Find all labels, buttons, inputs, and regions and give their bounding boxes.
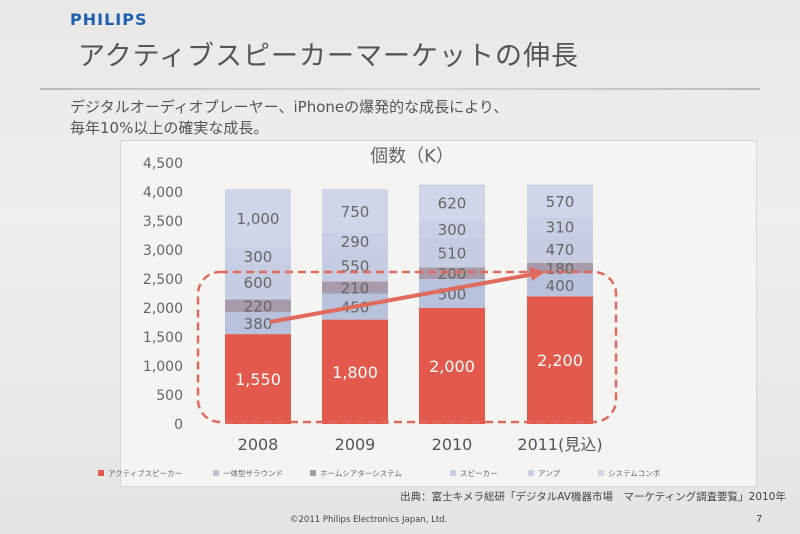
- bar-segment: [419, 220, 485, 238]
- data-label: 400: [546, 277, 575, 295]
- data-label: 1,000: [237, 210, 280, 228]
- bar-segment: [225, 264, 291, 300]
- data-label: 290: [341, 233, 370, 251]
- x-tick-label: 2009: [335, 435, 376, 454]
- y-tick-label: 2,000: [143, 301, 183, 317]
- legend-label: 一体型サラウンド: [223, 468, 283, 478]
- x-tick-label: 2011(見込): [517, 435, 602, 454]
- bar-segment: [225, 312, 291, 335]
- bar-segment: [527, 273, 593, 297]
- bar-segment: [322, 281, 388, 294]
- data-label: 1,800: [332, 363, 378, 382]
- bar-segment: [419, 308, 485, 424]
- bar-segment: [527, 217, 593, 236]
- y-tick-label: 0: [174, 417, 183, 433]
- title-divider: [40, 88, 760, 90]
- bar-segment: [322, 232, 388, 250]
- source-note: 出典：富士キメラ総研「デジタルAV機器市場 マーケティング調査要覧」2010年: [400, 491, 786, 503]
- bar-segment: [527, 184, 593, 218]
- y-tick-label: 3,000: [143, 243, 183, 259]
- y-tick-label: 2,500: [143, 272, 183, 288]
- bar-segment: [225, 189, 291, 248]
- subtitle-line-2: 毎年10%以上の確実な成長。: [70, 119, 269, 137]
- data-label: 750: [341, 203, 370, 221]
- data-label: 210: [341, 279, 370, 297]
- data-label: 380: [244, 315, 273, 333]
- page-number: 7: [756, 514, 763, 525]
- subtitle-line-1: デジタルオーディオプレーヤー、iPhoneの爆発的な成長により、: [70, 98, 509, 116]
- legend-swatch: [450, 470, 456, 476]
- legend-label: スピーカー: [460, 469, 498, 478]
- y-tick-label: 4,000: [143, 185, 183, 201]
- data-label: 550: [341, 257, 370, 275]
- x-tick-label: 2010: [432, 435, 473, 454]
- legend-label: アクティブスピーカー: [108, 468, 182, 478]
- legend-swatch: [98, 470, 104, 476]
- data-label: 600: [244, 274, 273, 292]
- copyright-footer: ©2011 Philips Electronics Japan, Ltd.: [290, 515, 448, 525]
- x-tick-label: 2008: [238, 435, 279, 454]
- data-label: 570: [546, 193, 575, 211]
- y-tick-label: 1,500: [143, 330, 183, 346]
- data-label: 220: [244, 298, 273, 316]
- bar-segment: [527, 262, 593, 274]
- legend-swatch: [310, 470, 316, 476]
- data-label: 300: [438, 221, 467, 239]
- bar-segment: [225, 247, 291, 265]
- bar-segment: [419, 237, 485, 268]
- legend-label: アンプ: [538, 469, 560, 478]
- legend-swatch: [213, 470, 219, 476]
- legend-label: ホームシアターシステム: [320, 469, 402, 478]
- data-label: 180: [546, 260, 575, 278]
- y-tick-label: 1,000: [143, 359, 183, 375]
- philips-logo: PHILIPS: [70, 10, 148, 29]
- trend-arrow-line: [269, 271, 538, 324]
- y-tick-label: 500: [156, 388, 183, 404]
- data-label: 310: [546, 219, 575, 237]
- bar-segment: [322, 319, 388, 424]
- highlight-box: [196, 270, 618, 424]
- data-label: 2,000: [429, 357, 475, 376]
- bar-segment: [225, 334, 291, 424]
- bar-segment: [322, 249, 388, 282]
- legend-swatch: [598, 470, 604, 476]
- trend-arrow-head: [529, 267, 545, 281]
- legend-swatch: [528, 470, 534, 476]
- bar-segment: [419, 184, 485, 221]
- bar-segment: [527, 296, 593, 424]
- data-label: 2,200: [537, 351, 583, 370]
- y-tick-label: 4,500: [143, 156, 183, 172]
- data-label: 200: [438, 265, 467, 283]
- bar-segment: [527, 235, 593, 263]
- data-label: 1,550: [235, 370, 281, 389]
- data-label: 300: [244, 248, 273, 266]
- slide-title: アクティブスピーカーマーケットの伸長: [78, 41, 580, 72]
- chart-title: 個数（K）: [370, 146, 454, 167]
- y-tick-label: 3,500: [143, 214, 183, 230]
- bar-segment: [322, 189, 388, 233]
- data-label: 510: [438, 245, 467, 263]
- bar-segment: [225, 299, 291, 313]
- data-label: 470: [546, 241, 575, 259]
- bar-segment: [419, 267, 485, 279]
- data-label: 620: [438, 194, 467, 212]
- legend-label: システムコンポ: [608, 469, 660, 478]
